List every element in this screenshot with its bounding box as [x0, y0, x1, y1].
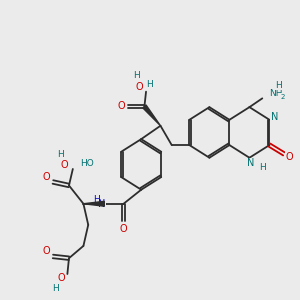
Text: N: N [271, 112, 278, 122]
Text: H: H [52, 284, 59, 293]
Text: O: O [43, 172, 50, 182]
Text: O: O [120, 224, 128, 234]
Text: N: N [248, 158, 255, 168]
Polygon shape [83, 201, 104, 206]
Text: O: O [57, 273, 65, 283]
Text: O: O [43, 246, 50, 256]
Text: HO: HO [80, 159, 94, 168]
Text: H: H [260, 163, 266, 172]
Text: H: H [275, 80, 282, 89]
Text: H: H [94, 195, 100, 204]
Text: O: O [135, 82, 143, 92]
Polygon shape [143, 105, 160, 126]
Text: O: O [286, 152, 293, 162]
Text: H: H [146, 80, 153, 89]
Text: NH: NH [269, 88, 282, 98]
Text: N: N [98, 200, 106, 209]
Text: 2: 2 [280, 94, 285, 100]
Text: O: O [61, 160, 69, 170]
Text: O: O [118, 101, 125, 111]
Text: H: H [57, 150, 64, 159]
Text: H: H [133, 71, 140, 80]
